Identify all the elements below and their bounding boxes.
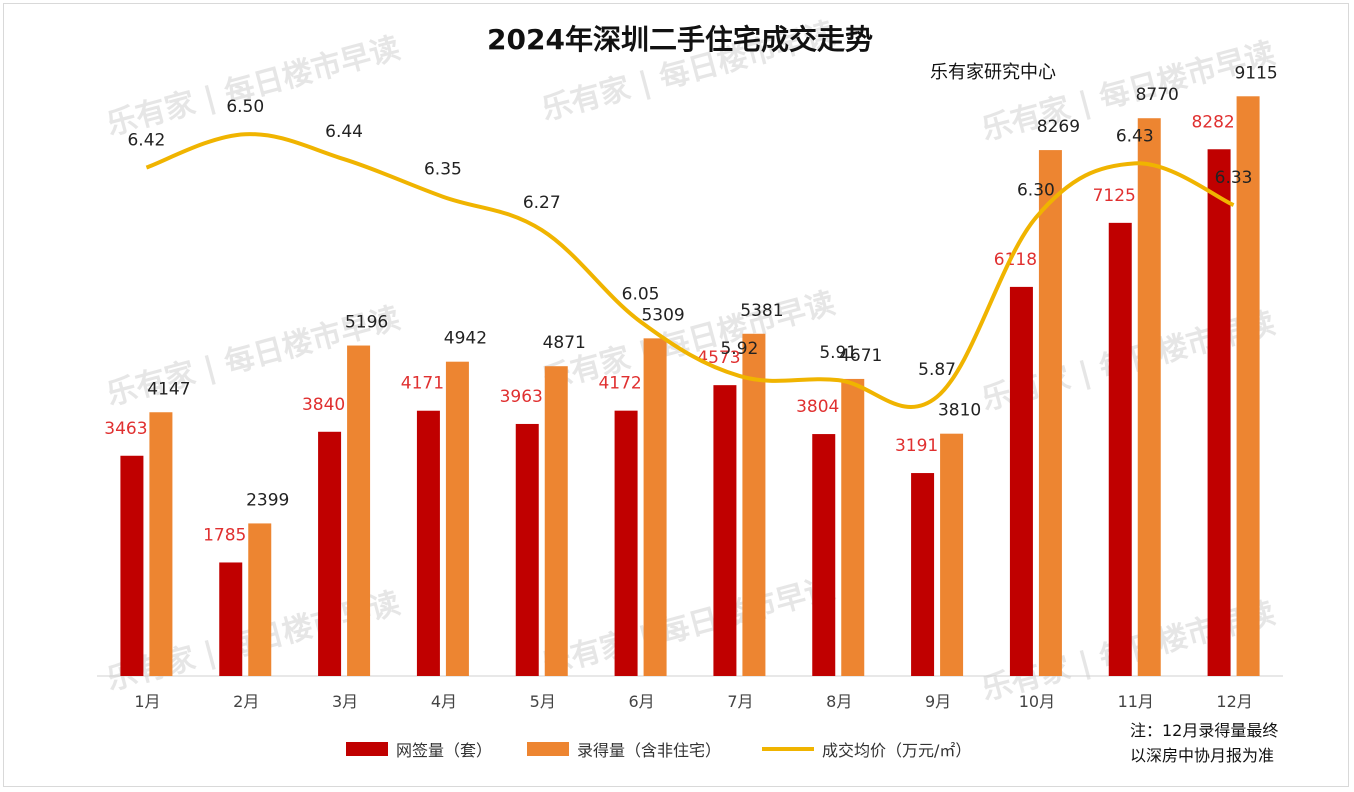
- x-tick-label: 11月: [1118, 692, 1154, 711]
- data-label-recorded: 2399: [246, 490, 289, 510]
- data-label-recorded: 4147: [147, 379, 190, 399]
- bar-signed: [120, 455, 144, 676]
- chart-title: 2024年深圳二手住宅成交走势: [487, 23, 873, 56]
- data-label-recorded: 3810: [938, 401, 981, 421]
- data-label-avg-price: 6.50: [226, 97, 264, 117]
- bar-recorded: [742, 333, 766, 676]
- bar-signed: [713, 385, 737, 676]
- bar-signed: [1009, 286, 1033, 676]
- data-label-signed: 6118: [994, 250, 1037, 270]
- data-label-avg-price: 5.92: [720, 339, 758, 359]
- legend-swatch-signed: [346, 742, 388, 756]
- data-label-avg-price: 5.91: [819, 343, 857, 363]
- data-label-signed: 3963: [500, 387, 543, 407]
- data-label-signed: 3463: [104, 419, 147, 439]
- data-label-recorded: 8269: [1037, 117, 1080, 137]
- data-label-signed: 1785: [203, 525, 246, 545]
- x-tick-label: 3月: [332, 692, 358, 711]
- data-label-recorded: 5196: [345, 313, 388, 333]
- x-tick-label: 1月: [134, 692, 160, 711]
- footnote: 注：12月录得量最终 以深房中协月报为准: [1130, 718, 1278, 768]
- data-label-avg-price: 6.42: [127, 131, 165, 151]
- x-tick-label: 12月: [1216, 692, 1252, 711]
- bar-signed: [1207, 149, 1231, 677]
- data-label-recorded: 9115: [1234, 63, 1277, 83]
- data-label-avg-price: 6.30: [1017, 181, 1055, 201]
- legend-item-recorded: 录得量（含非住宅）: [527, 737, 721, 761]
- bar-signed: [1108, 222, 1132, 676]
- x-tick-label: 8月: [826, 692, 852, 711]
- data-label-signed: 3191: [895, 436, 938, 456]
- data-label-avg-price: 6.44: [325, 122, 363, 142]
- data-label-recorded: 5381: [740, 301, 783, 321]
- data-label-recorded: 4671: [839, 346, 882, 366]
- data-label-recorded: 8770: [1136, 85, 1179, 105]
- bar-signed: [318, 431, 342, 676]
- bar-recorded: [347, 345, 371, 676]
- x-tick-label: 10月: [1019, 692, 1055, 711]
- legend-swatch-avg-price: [762, 747, 814, 751]
- data-label-avg-price: 6.05: [622, 285, 660, 305]
- data-label-signed: 3804: [796, 397, 839, 417]
- data-label-recorded: 4871: [543, 333, 586, 353]
- data-label-signed: 4171: [401, 374, 444, 394]
- data-label-signed: 4172: [598, 374, 641, 394]
- bar-signed: [219, 562, 243, 676]
- legend-swatch-recorded: [527, 742, 569, 756]
- data-label-avg-price: 5.87: [918, 360, 956, 380]
- bar-recorded: [248, 523, 272, 676]
- data-label-signed: 3840: [302, 395, 345, 415]
- bar-signed: [416, 410, 440, 676]
- watermark-text: 乐有家 | 每日楼市早读: [538, 571, 839, 683]
- legend-item-signed: 网签量（套）: [346, 737, 492, 761]
- data-label-signed: 7125: [1093, 186, 1136, 206]
- data-label-avg-price: 6.27: [523, 193, 561, 213]
- bar-recorded: [643, 338, 667, 676]
- data-label-recorded: 4942: [444, 329, 487, 349]
- bar-signed: [911, 473, 935, 676]
- data-label-avg-price: 6.43: [1116, 126, 1154, 146]
- chart-frame: [3, 3, 1349, 787]
- bar-signed: [812, 434, 836, 676]
- x-tick-label: 2月: [233, 692, 259, 711]
- bar-recorded: [1236, 96, 1260, 676]
- bar-recorded: [841, 378, 865, 676]
- legend-item-avg-price: 成交均价（万元/㎡）: [762, 737, 971, 761]
- bar-recorded: [940, 433, 964, 676]
- data-label-signed: 8282: [1191, 112, 1234, 132]
- series-line-avg-price: [145, 132, 1235, 410]
- bar-recorded: [1137, 118, 1161, 676]
- bar-signed: [614, 410, 638, 676]
- legend-label-recorded: 录得量（含非住宅）: [577, 741, 722, 760]
- bar-recorded: [544, 366, 568, 676]
- bar-recorded: [1038, 150, 1062, 676]
- footnote-line-1: 注：12月录得量最终: [1130, 721, 1279, 740]
- x-tick-label: 6月: [628, 692, 654, 711]
- data-label-avg-price: 6.33: [1215, 168, 1253, 188]
- x-tick-label: 9月: [925, 692, 951, 711]
- x-tick-label: 7月: [727, 692, 753, 711]
- bar-recorded: [149, 412, 173, 676]
- x-tick-label: 5月: [530, 692, 556, 711]
- data-label-recorded: 5309: [641, 305, 684, 325]
- bar-recorded: [445, 361, 469, 676]
- legend-label-signed: 网签量（套）: [396, 741, 493, 760]
- data-label-avg-price: 6.35: [424, 160, 462, 180]
- legend-label-avg-price: 成交均价（万元/㎡）: [822, 741, 972, 760]
- footnote-line-2: 以深房中协月报为准: [1130, 746, 1275, 765]
- source-label: 乐有家研究中心: [930, 62, 1056, 83]
- bar-signed: [515, 423, 539, 676]
- x-tick-label: 4月: [431, 692, 457, 711]
